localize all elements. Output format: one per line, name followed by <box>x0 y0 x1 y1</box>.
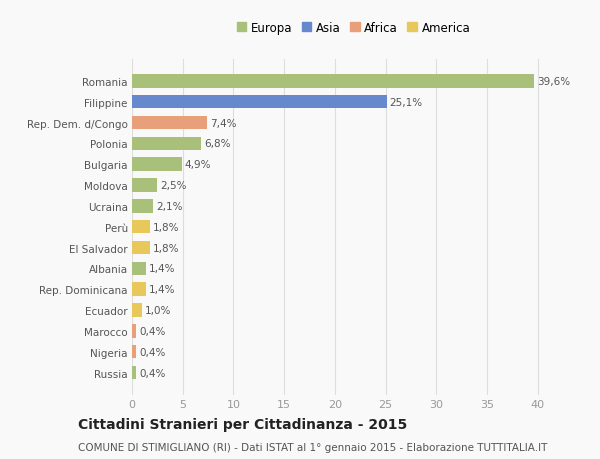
Text: 1,4%: 1,4% <box>149 264 176 274</box>
Text: 0,4%: 0,4% <box>139 326 166 336</box>
Text: 2,5%: 2,5% <box>160 181 187 190</box>
Text: 6,8%: 6,8% <box>204 139 230 149</box>
Bar <box>132 179 157 192</box>
Bar <box>132 117 207 130</box>
Text: 1,4%: 1,4% <box>149 285 176 295</box>
Legend: Europa, Asia, Africa, America: Europa, Asia, Africa, America <box>236 22 470 35</box>
Bar <box>132 325 136 338</box>
Bar <box>132 366 136 380</box>
Bar <box>132 241 150 255</box>
Text: 1,8%: 1,8% <box>154 222 180 232</box>
Text: 4,9%: 4,9% <box>185 160 211 170</box>
Bar <box>132 75 533 89</box>
Text: 2,1%: 2,1% <box>157 202 183 212</box>
Text: 39,6%: 39,6% <box>537 77 570 87</box>
Text: Cittadini Stranieri per Cittadinanza - 2015: Cittadini Stranieri per Cittadinanza - 2… <box>78 418 407 431</box>
Text: 25,1%: 25,1% <box>389 97 423 107</box>
Text: 0,4%: 0,4% <box>139 347 166 357</box>
Text: 1,8%: 1,8% <box>154 243 180 253</box>
Bar <box>132 220 150 234</box>
Bar <box>132 345 136 359</box>
Text: 7,4%: 7,4% <box>210 118 236 128</box>
Text: COMUNE DI STIMIGLIANO (RI) - Dati ISTAT al 1° gennaio 2015 - Elaborazione TUTTIT: COMUNE DI STIMIGLIANO (RI) - Dati ISTAT … <box>78 442 547 453</box>
Bar <box>132 262 146 275</box>
Bar <box>132 137 201 151</box>
Bar <box>132 95 386 109</box>
Bar <box>132 303 142 317</box>
Bar <box>132 158 182 172</box>
Text: 0,4%: 0,4% <box>139 368 166 378</box>
Text: 1,0%: 1,0% <box>145 305 172 315</box>
Bar <box>132 200 154 213</box>
Bar <box>132 283 146 297</box>
